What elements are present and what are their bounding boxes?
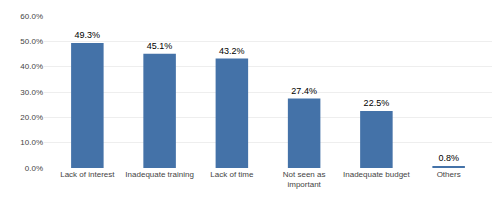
svg-text:Inadequate training: Inadequate training [125, 170, 194, 179]
svg-text:27.4%: 27.4% [291, 86, 317, 96]
svg-text:0.8%: 0.8% [438, 153, 459, 163]
svg-text:40.0%: 40.0% [20, 62, 43, 71]
svg-text:Others: Others [437, 170, 461, 179]
svg-text:0.0%: 0.0% [25, 164, 43, 173]
svg-text:30.0%: 30.0% [20, 88, 43, 97]
svg-text:Not seen asimportant: Not seen asimportant [283, 170, 326, 189]
svg-text:60.0%: 60.0% [20, 12, 43, 21]
svg-text:49.3%: 49.3% [75, 30, 101, 40]
svg-text:20.0%: 20.0% [20, 113, 43, 122]
svg-text:43.2%: 43.2% [219, 46, 245, 56]
svg-text:Lack of interest: Lack of interest [60, 170, 115, 179]
svg-text:22.5%: 22.5% [364, 98, 390, 108]
svg-text:Inadequate budget: Inadequate budget [343, 170, 411, 179]
svg-text:45.1%: 45.1% [147, 41, 173, 51]
svg-text:10.0%: 10.0% [20, 138, 43, 147]
svg-text:Lack of time: Lack of time [210, 170, 254, 179]
svg-text:50.0%: 50.0% [20, 37, 43, 46]
